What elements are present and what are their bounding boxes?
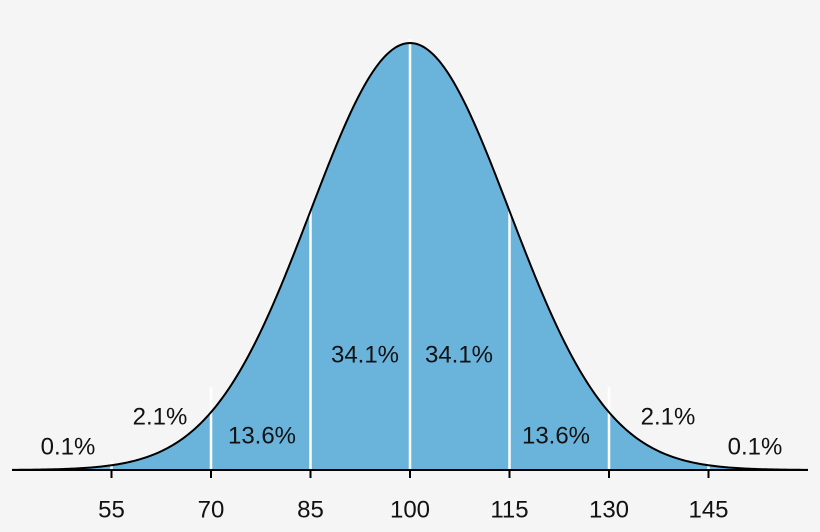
region <box>609 412 709 470</box>
value-label: 0.1% <box>41 433 96 460</box>
value-label: 13.6% <box>228 422 296 449</box>
x-tick-label: 100 <box>390 496 430 523</box>
value-label: 13.6% <box>522 422 590 449</box>
value-label: 34.1% <box>331 341 399 368</box>
value-label: 2.1% <box>641 403 696 430</box>
region <box>310 43 410 470</box>
curve <box>11 41 809 471</box>
x-tick-label: 85 <box>297 496 324 523</box>
x-tick-label: 55 <box>98 496 125 523</box>
value-label: 2.1% <box>133 403 188 430</box>
x-tick-label: 130 <box>589 496 629 523</box>
region <box>111 412 211 470</box>
x-tick-label: 115 <box>490 496 528 523</box>
x-tick-label: 145 <box>688 496 728 523</box>
region <box>410 43 510 470</box>
value-label: 0.1% <box>728 433 783 460</box>
x-tick-label: 70 <box>198 496 225 523</box>
value-label: 34.1% <box>425 341 493 368</box>
